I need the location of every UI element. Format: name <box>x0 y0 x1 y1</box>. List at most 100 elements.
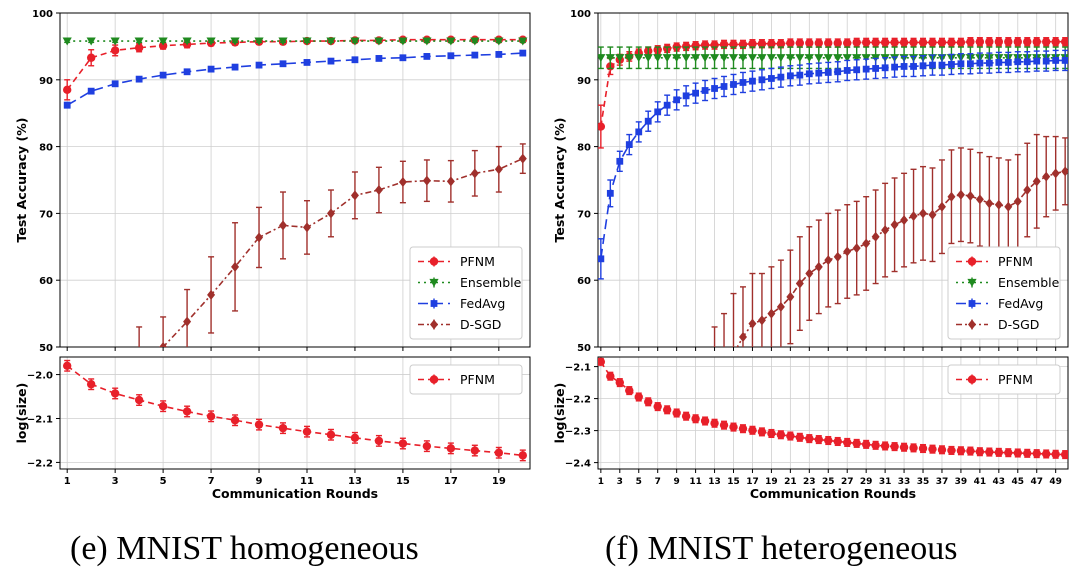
data-point <box>598 255 605 263</box>
x-tick-label: 29 <box>860 477 873 487</box>
data-point <box>899 38 909 47</box>
data-point <box>814 261 823 272</box>
data-point <box>231 261 240 272</box>
data-point <box>494 164 503 175</box>
data-point <box>375 55 383 62</box>
data-point <box>975 37 985 46</box>
data-point <box>767 429 776 438</box>
data-point <box>824 255 833 266</box>
legend: PFNM Ensemble FedAvg D-SGD <box>409 246 523 340</box>
legend-marker <box>968 300 976 307</box>
data-point <box>254 420 264 429</box>
data-point <box>182 37 192 46</box>
data-point <box>326 208 335 219</box>
data-point <box>672 54 682 63</box>
data-point <box>891 63 898 71</box>
data-point <box>606 189 614 197</box>
x-tick-label: 41 <box>974 477 987 487</box>
data-point <box>1004 37 1013 46</box>
data-point <box>159 342 168 347</box>
data-point <box>824 436 833 445</box>
legend-label: PFNM <box>460 372 495 387</box>
y-axis-label: Test Accuracy (%) <box>14 118 29 243</box>
data-point <box>470 37 480 46</box>
data-point <box>720 83 728 90</box>
data-point <box>374 37 384 46</box>
data-point <box>890 219 899 230</box>
data-point <box>663 101 671 109</box>
data-point <box>919 62 927 70</box>
series-line <box>161 157 524 347</box>
y-tick-label: −2.2 <box>27 458 53 469</box>
data-point <box>833 437 842 446</box>
data-point <box>947 446 956 455</box>
data-point <box>862 238 871 249</box>
data-point <box>852 38 861 47</box>
data-point <box>470 168 479 179</box>
data-point <box>672 408 681 418</box>
data-point <box>1051 168 1060 179</box>
legend-label: PFNM <box>460 254 495 269</box>
series-pfnm <box>62 35 528 101</box>
data-point <box>134 37 144 46</box>
series-ensemble <box>62 37 528 46</box>
x-tick-label: 19 <box>765 477 778 487</box>
data-point <box>700 416 710 426</box>
data-point <box>900 63 908 70</box>
data-point <box>776 301 785 312</box>
legend-label: Ensemble <box>998 275 1060 290</box>
data-point <box>937 38 947 47</box>
data-point <box>662 54 672 63</box>
data-point <box>1060 450 1068 459</box>
data-point <box>767 308 776 319</box>
data-point <box>1042 57 1050 65</box>
data-point <box>881 64 889 72</box>
data-point <box>692 89 700 97</box>
data-point <box>701 87 709 94</box>
data-point <box>748 318 757 329</box>
data-point <box>767 39 776 48</box>
y-tick-label: 50 <box>39 343 53 354</box>
data-point <box>110 46 120 55</box>
data-point <box>470 446 480 455</box>
data-point <box>86 380 96 389</box>
data-point <box>994 448 1004 457</box>
x-tick-label: 17 <box>746 477 759 487</box>
data-point <box>872 65 880 72</box>
data-point <box>994 199 1003 210</box>
data-point <box>700 54 710 63</box>
data-point <box>795 433 805 442</box>
data-point <box>255 232 264 243</box>
data-point <box>673 96 681 104</box>
data-point <box>230 37 240 46</box>
data-point <box>814 435 823 444</box>
x-tick-label: 7 <box>655 477 661 487</box>
data-point <box>1013 37 1022 46</box>
data-point <box>928 209 937 220</box>
data-point <box>422 37 432 46</box>
series-line <box>600 59 1066 259</box>
y-tick-label: −2.0 <box>27 371 53 382</box>
data-point <box>861 54 871 63</box>
x-axis-label: Communication Rounds <box>212 486 378 501</box>
data-point <box>747 54 758 63</box>
data-point <box>615 378 624 387</box>
x-tick-label: 19 <box>492 476 506 487</box>
legend-marker <box>429 257 439 266</box>
data-point <box>985 59 993 67</box>
data-point <box>890 38 899 47</box>
data-point <box>302 427 312 436</box>
data-point <box>956 38 966 47</box>
data-point <box>805 434 814 443</box>
x-tick-label: 23 <box>803 477 816 487</box>
data-point <box>786 291 795 302</box>
data-point <box>824 69 832 76</box>
y-tick-label: 80 <box>577 143 591 154</box>
data-point <box>710 419 719 428</box>
data-point <box>995 59 1003 66</box>
data-point <box>862 65 870 73</box>
data-point <box>919 208 928 219</box>
data-point <box>1013 196 1022 207</box>
data-point <box>399 54 407 62</box>
legend-label: PFNM <box>998 372 1033 387</box>
